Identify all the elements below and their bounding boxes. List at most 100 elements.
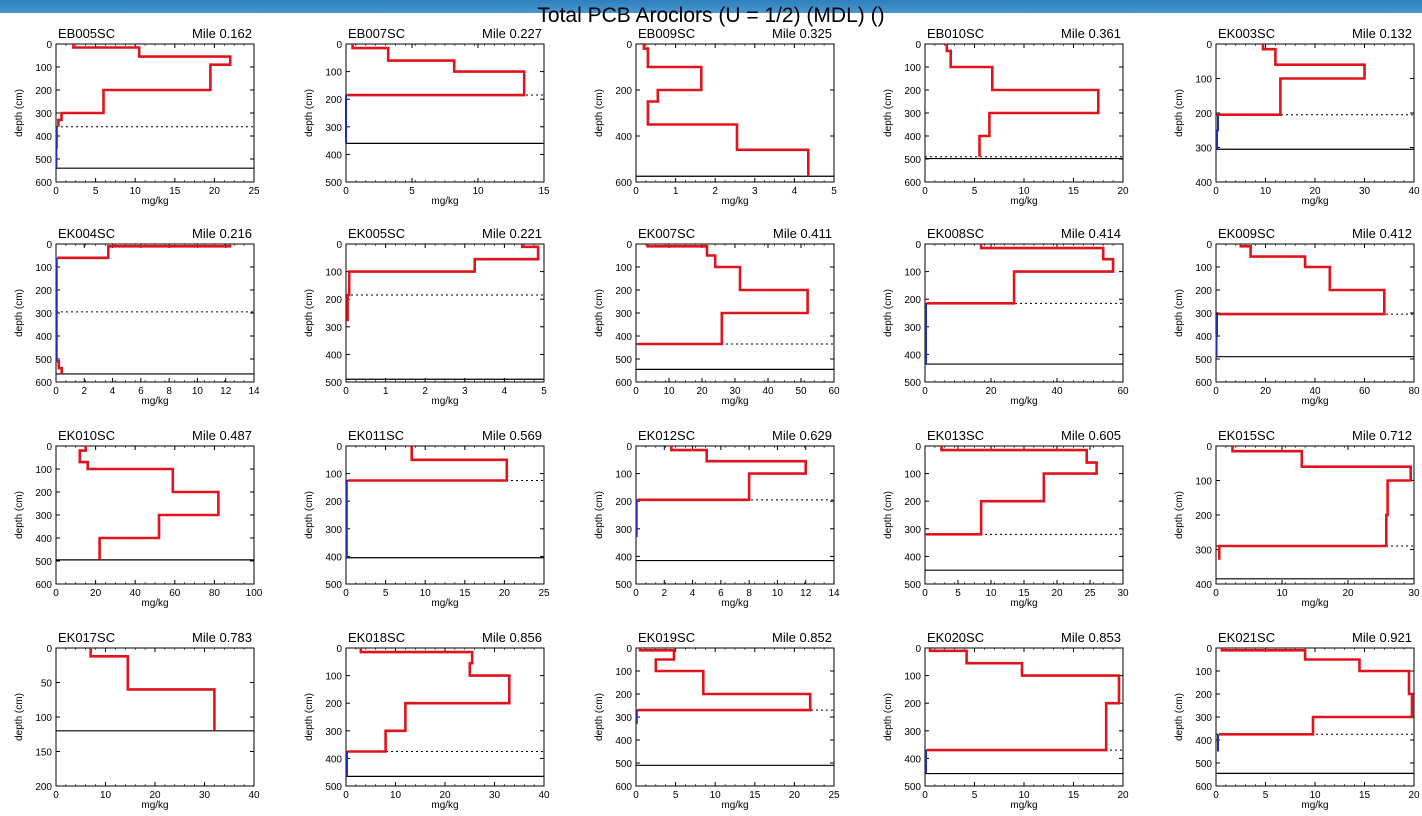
x-tick-label: 10 — [472, 186, 484, 197]
x-tick-label: 25 — [1084, 588, 1096, 599]
x-tick-label: 0 — [922, 588, 928, 599]
x-axis-label: mg/kg — [1010, 800, 1037, 811]
x-tick-label: 80 — [209, 588, 221, 599]
x-tick-label: 20 — [1309, 186, 1321, 197]
x-tick-label: 15 — [1018, 588, 1030, 599]
y-tick-label: 0 — [915, 644, 921, 655]
x-tick-label: 50 — [795, 386, 807, 397]
station-label: EB010SC — [927, 26, 984, 41]
below-profile-line — [1215, 314, 1218, 357]
y-tick-label: 0 — [1206, 644, 1212, 655]
x-tick-label: 20 — [1260, 386, 1272, 397]
x-tick-label: 10 — [390, 790, 402, 801]
x-axis-label: mg/kg — [1010, 196, 1037, 207]
y-tick-label: 600 — [1195, 782, 1212, 793]
y-tick-label: 200 — [1195, 286, 1212, 297]
profile-plot-eb007sc: EB007SC Mile 0.227 0 5 10 15 0 100 200 300 400 500 m… — [304, 26, 550, 207]
y-tick-label: 100 — [325, 268, 342, 279]
y-tick-label: 200 — [904, 699, 921, 710]
x-tick-label: 80 — [1408, 386, 1420, 397]
profile-panel-ek021sc: EK021SC Mile 0.921 0 5 10 15 20 0 100 200 300 400 50… — [1168, 628, 1422, 814]
y-tick-label: 100 — [1195, 477, 1212, 488]
station-label: EK018SC — [348, 630, 405, 645]
x-tick-label: 12 — [800, 588, 812, 599]
profile-panel-ek009sc: EK009SC Mile 0.412 0 20 40 60 80 0 100 200 300 400 5… — [1168, 224, 1422, 410]
plot-frame — [55, 647, 255, 787]
x-tick-label: 15 — [749, 790, 761, 801]
y-tick-label: 100 — [1195, 263, 1212, 274]
y-tick-label: 500 — [325, 580, 342, 591]
y-tick-label: 100 — [35, 63, 52, 74]
y-tick-label: 200 — [1195, 511, 1212, 522]
x-tick-label: 15 — [1068, 186, 1080, 197]
x-tick-label: 0 — [633, 186, 639, 197]
y-tick-label: 600 — [35, 580, 52, 591]
x-tick-label: 0 — [53, 790, 59, 801]
y-axis-label: depth (cm) — [14, 89, 25, 137]
y-tick-label: 500 — [325, 782, 342, 793]
chart-title: Total PCB Aroclors (U = 1/2) (MDL) () — [537, 4, 885, 27]
y-tick-label: 300 — [904, 109, 921, 120]
x-tick-label: 40 — [1309, 386, 1321, 397]
x-tick-label: 20 — [1051, 588, 1063, 599]
x-axis-label: mg/kg — [721, 598, 748, 609]
y-tick-label: 400 — [325, 754, 342, 765]
concentration-profile-line — [945, 44, 1100, 157]
x-tick-label: 0 — [53, 386, 59, 397]
x-tick-label: 15 — [169, 186, 181, 197]
x-tick-label: 0 — [633, 386, 639, 397]
y-tick-label: 300 — [615, 309, 632, 320]
plot-frame — [924, 445, 1124, 585]
x-tick-label: 60 — [1359, 386, 1371, 397]
x-tick-label: 25 — [828, 790, 840, 801]
y-tick-label: 50 — [41, 679, 53, 690]
y-axis-label: depth (cm) — [594, 289, 605, 337]
x-tick-label: 30 — [729, 386, 741, 397]
y-tick-label: 300 — [904, 525, 921, 536]
x-tick-label: 0 — [343, 386, 349, 397]
x-tick-label: 30 — [1359, 186, 1371, 197]
y-tick-label: 0 — [46, 40, 52, 51]
plot-frame — [345, 243, 545, 383]
y-tick-label: 400 — [1195, 736, 1212, 747]
y-tick-label: 400 — [615, 552, 632, 563]
y-tick-label: 300 — [904, 323, 921, 334]
y-tick-label: 600 — [35, 178, 52, 189]
profile-panel-ek015sc: EK015SC Mile 0.712 0 10 20 30 0 100 200 300 400 mg/… — [1168, 426, 1422, 612]
mile-label: Mile 0.569 — [482, 428, 542, 443]
profile-panel-ek019sc: EK019SC Mile 0.852 0 5 10 15 20 25 0 100 200 300 400… — [588, 628, 846, 814]
y-tick-label: 100 — [615, 263, 632, 274]
y-tick-label: 200 — [35, 86, 52, 97]
y-tick-label: 200 — [615, 690, 632, 701]
x-tick-label: 20 — [985, 386, 997, 397]
x-axis-label: mg/kg — [721, 800, 748, 811]
y-tick-label: 200 — [325, 699, 342, 710]
x-tick-label: 3 — [752, 186, 758, 197]
x-tick-label: 10 — [1309, 790, 1321, 801]
y-tick-label: 400 — [325, 552, 342, 563]
profile-panel-ek013sc: EK013SC Mile 0.605 0 5 10 15 20 25 30 0 100 200 300 4… — [877, 426, 1135, 612]
y-tick-label: 100 — [904, 63, 921, 74]
profile-panel-ek010sc: EK010SC Mile 0.487 0 20 40 60 80 100 0 100 200 300 4… — [8, 426, 266, 612]
x-tick-label: 100 — [246, 588, 263, 599]
x-axis-label: mg/kg — [1301, 800, 1328, 811]
concentration-profile-line — [347, 44, 526, 97]
y-tick-label: 400 — [904, 754, 921, 765]
x-tick-label: 2 — [662, 588, 668, 599]
y-tick-label: 400 — [1195, 178, 1212, 189]
y-axis-label: depth (cm) — [883, 89, 894, 137]
x-tick-label: 20 — [439, 790, 451, 801]
profile-panel-eb007sc: EB007SC Mile 0.227 0 5 10 15 0 100 200 300 400 500 m… — [298, 24, 556, 210]
mile-label: Mile 0.629 — [772, 428, 832, 443]
x-tick-label: 0 — [53, 588, 59, 599]
x-tick-label: 0 — [1213, 186, 1219, 197]
y-tick-label: 200 — [35, 488, 52, 499]
x-tick-label: 60 — [1117, 386, 1129, 397]
profile-plot-eb009sc: EB009SC Mile 0.325 0 1 2 3 4 5 0 200 400 600 mg/kg de… — [594, 26, 837, 207]
x-tick-label: 20 — [1117, 186, 1129, 197]
x-tick-label: 10 — [420, 588, 432, 599]
